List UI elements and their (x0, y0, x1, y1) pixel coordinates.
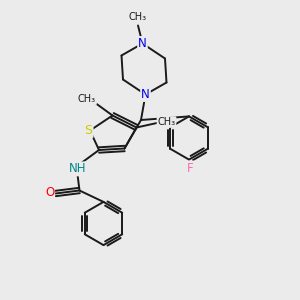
Text: O: O (45, 186, 54, 200)
Text: CH₃: CH₃ (129, 12, 147, 22)
Text: S: S (85, 124, 92, 137)
Text: CH₃: CH₃ (78, 94, 96, 104)
Text: NH: NH (69, 162, 87, 176)
Text: CH₃: CH₃ (158, 117, 175, 127)
Text: N: N (138, 37, 147, 50)
Text: F: F (187, 161, 194, 175)
Text: N: N (141, 88, 150, 101)
